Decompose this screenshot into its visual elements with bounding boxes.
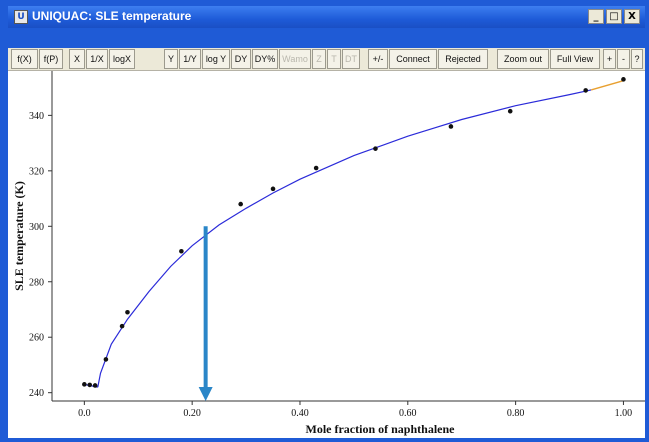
wamo-button[interactable]: Wamo: [279, 49, 311, 69]
data-point: [82, 382, 87, 387]
data-point: [313, 165, 319, 171]
fx-button[interactable]: f(X): [11, 49, 38, 69]
toolbar: f(X) f(P) X 1/X logX Y 1/Y log Y DY DY% …: [8, 48, 645, 71]
connect-button[interactable]: Connect: [389, 49, 437, 69]
dt-button[interactable]: DT: [342, 49, 360, 69]
data-point: [583, 88, 588, 93]
data-point: [270, 186, 276, 192]
arrow-head: [198, 387, 213, 401]
y-axis-reciprocal-button[interactable]: 1/Y: [179, 49, 201, 69]
data-point: [373, 146, 378, 151]
x-axis-ticks: 0.0 0.20 0.40 0.60 0.80 1.00: [78, 401, 632, 419]
minimize-button[interactable]: _: [588, 9, 604, 24]
x-tick-label: 0.60: [399, 408, 417, 419]
x-tick-label: 0.80: [507, 408, 525, 419]
close-button[interactable]: X: [624, 9, 640, 24]
y-tick-label: 320: [29, 166, 44, 177]
data-point: [92, 383, 98, 388]
dy-percent-button[interactable]: DY%: [252, 49, 278, 69]
liquidus-curve-end: [590, 80, 624, 91]
plus-minus-button[interactable]: +/-: [368, 49, 388, 69]
x-tick-label: 0.20: [183, 408, 201, 419]
y-axis-label: SLE temperature (K): [12, 181, 26, 291]
chart-area: 240 260 280 300 320 340 0.0 0.20 0.40 0.60 0.80 1.…: [8, 71, 645, 438]
zoom-out-button[interactable]: Zoom out: [497, 49, 549, 69]
x-axis-linear-button[interactable]: X: [69, 49, 85, 69]
data-point: [179, 248, 184, 254]
dy-button[interactable]: DY: [231, 49, 251, 69]
data-point: [103, 357, 109, 362]
data-point: [507, 108, 513, 114]
x-tick-label: 1.00: [615, 408, 633, 419]
y-axis-ticks: 240 260 280 300 320 340: [29, 111, 52, 399]
help-button[interactable]: ?: [631, 49, 643, 69]
rejected-button[interactable]: Rejected: [438, 49, 488, 69]
y-axis-linear-button[interactable]: Y: [164, 49, 178, 69]
app-icon: U: [14, 10, 28, 24]
window-title: UNIQUAC: SLE temperature: [32, 9, 192, 23]
z-button[interactable]: Z: [312, 49, 326, 69]
y-tick-label: 260: [29, 333, 44, 344]
y-axis-log-button[interactable]: log Y: [202, 49, 230, 69]
x-axis-label: Mole fraction of naphthalene: [306, 422, 456, 436]
data-point: [448, 124, 454, 129]
data-point: [119, 323, 125, 329]
x-axis-log-button[interactable]: logX: [109, 49, 135, 69]
y-tick-label: 300: [29, 222, 44, 233]
maximize-button[interactable]: □: [606, 9, 622, 24]
data-point: [125, 309, 130, 315]
zoom-in-button[interactable]: +: [603, 49, 616, 69]
data-point: [87, 382, 93, 388]
x-tick-label: 0.0: [78, 408, 91, 419]
full-view-button[interactable]: Full View: [550, 49, 600, 69]
zoom-minus-button[interactable]: -: [617, 49, 630, 69]
t-button[interactable]: T: [327, 49, 341, 69]
liquidus-curve: [97, 89, 592, 388]
x-tick-label: 0.40: [291, 408, 309, 419]
data-point: [621, 77, 626, 82]
y-tick-label: 240: [29, 388, 44, 399]
x-axis-reciprocal-button[interactable]: 1/X: [86, 49, 108, 69]
y-tick-label: 340: [29, 111, 44, 122]
title-bar[interactable]: U UNIQUAC: SLE temperature _ □ X: [8, 6, 645, 28]
y-tick-label: 280: [29, 277, 44, 288]
data-points: [82, 77, 626, 388]
sle-temperature-chart: 240 260 280 300 320 340 0.0 0.20 0.40 0.60 0.80 1.…: [12, 71, 645, 436]
fp-button[interactable]: f(P): [39, 49, 63, 69]
data-point: [238, 201, 243, 207]
